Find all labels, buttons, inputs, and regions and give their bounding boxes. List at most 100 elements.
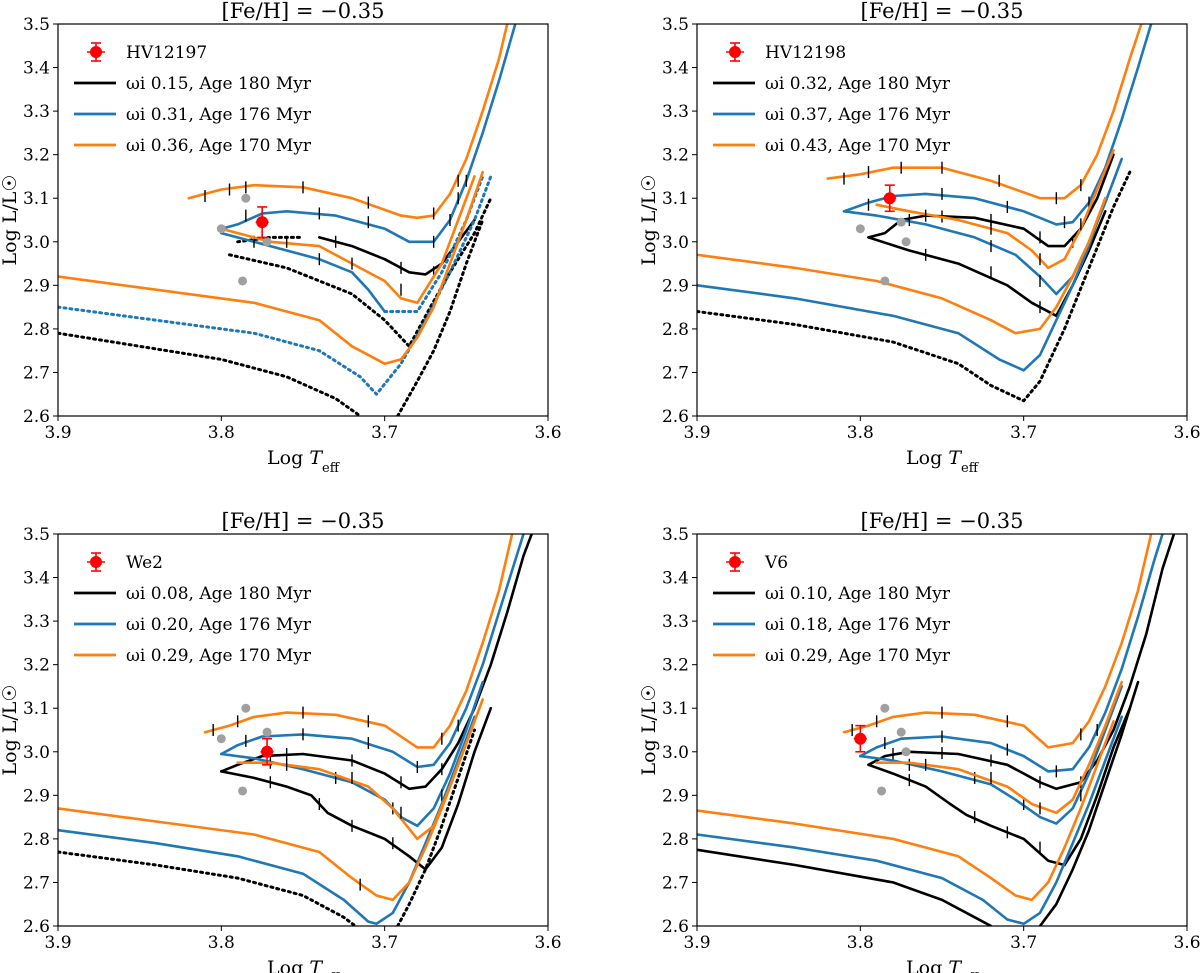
gray-point	[262, 727, 272, 737]
y-tick-label: 3.5	[23, 15, 50, 35]
y-tick-label: 2.9	[23, 276, 50, 296]
series-line-orange-mid	[220, 175, 476, 305]
series-line-orange	[842, 534, 1153, 749]
y-tick-label: 3.2	[662, 146, 689, 166]
series-line-black-dotted-lower	[58, 331, 362, 416]
y-tick-label: 3.2	[23, 146, 50, 166]
legend: HV12198 ωi 0.32, Age 180 Myr ωi 0.37, Age …	[713, 42, 951, 156]
gray-point	[238, 276, 248, 286]
series-line-orange-lower	[58, 170, 484, 365]
series-line-orange	[187, 24, 509, 220]
y-tick-label: 3.2	[662, 656, 689, 676]
x-tick-label: 3.9	[44, 423, 71, 443]
plot-area	[697, 24, 1153, 403]
y-tick-label: 3.0	[662, 743, 689, 763]
panel-1: [Fe/H] = −0.35 3.9 3.8 3.7 3.6 2.6 2.7 2.8 2.9 3.…	[0, 0, 562, 476]
y-tick-label: 2.6	[23, 917, 50, 937]
legend-star-marker	[729, 46, 741, 58]
x-tick-label: 3.9	[683, 933, 710, 953]
gray-point	[896, 727, 906, 737]
legend-label-orange: ωi 0.29, Age 170 Myr	[126, 646, 312, 666]
plot-area	[697, 534, 1176, 926]
x-tick-label: 3.6	[534, 423, 561, 443]
legend-label-black: ωi 0.32, Age 180 Myr	[765, 74, 951, 94]
chart-title: [Fe/H] = −0.35	[222, 509, 385, 533]
x-axis-label: Log Teff	[906, 447, 980, 476]
series-line-orange-mid	[875, 680, 1123, 815]
y-axis-label: Log L/L☉	[638, 175, 660, 266]
legend-star-label: HV12197	[126, 43, 207, 63]
y-axis-label: Log L/L☉	[638, 685, 660, 776]
plot-area	[58, 534, 533, 926]
y-tick-label: 3.1	[662, 189, 689, 209]
gray-point	[901, 237, 911, 247]
series-line-blue	[859, 534, 1164, 773]
y-tick-label: 3.5	[23, 525, 50, 545]
gray-point	[855, 224, 865, 234]
gray-point	[901, 747, 911, 757]
x-tick-label: 3.7	[1010, 933, 1037, 953]
legend: HV12197 ωi 0.15, Age 180 Myr ωi 0.31, Age …	[74, 42, 312, 156]
y-tick-label: 2.8	[23, 830, 50, 850]
legend-label-orange: ωi 0.43, Age 170 Myr	[765, 136, 951, 156]
x-tick-label: 3.8	[847, 933, 874, 953]
x-axis-label: Log Teff	[267, 957, 341, 973]
legend-label-orange: ωi 0.29, Age 170 Myr	[765, 646, 951, 666]
series-line-orange	[203, 534, 514, 749]
legend: We2 ωi 0.08, Age 180 Myr ωi 0.20, Age 176 …	[74, 552, 312, 666]
series-line-black-dotted	[58, 850, 357, 926]
y-tick-label: 2.8	[662, 320, 689, 340]
axes-frame	[57, 23, 549, 417]
star-point	[854, 732, 867, 745]
series-line-black-bottom	[697, 848, 993, 926]
legend-star-label: V6	[764, 553, 788, 573]
y-tick-label: 2.6	[23, 407, 50, 427]
gray-point	[241, 193, 251, 203]
y-tick-label: 2.6	[662, 917, 689, 937]
axes-frame	[696, 23, 1188, 417]
legend-label-blue: ωi 0.18, Age 176 Myr	[765, 615, 951, 635]
series-line-orange-lower	[697, 720, 1115, 902]
x-tick-label: 3.9	[44, 933, 71, 953]
legend: V6 ωi 0.10, Age 180 Myr ωi 0.18, Age 176 M…	[713, 552, 951, 666]
y-tick-label: 2.9	[662, 276, 689, 296]
y-tick-label: 3.3	[23, 612, 50, 632]
x-tick-label: 3.7	[1010, 423, 1037, 443]
legend-label-blue: ωi 0.37, Age 176 Myr	[765, 105, 951, 125]
legend-label-orange: ωi 0.36, Age 170 Myr	[126, 136, 312, 156]
y-axis-label: Log L/L☉	[0, 175, 21, 266]
chart-title: [Fe/H] = −0.35	[861, 509, 1024, 533]
y-tick-label: 3.5	[662, 525, 689, 545]
y-tick-label: 3.3	[23, 102, 50, 122]
series-line-black-dotted-rgb	[396, 728, 476, 926]
chart-title: [Fe/H] = −0.35	[861, 0, 1024, 23]
series-line-black-lower	[867, 706, 1132, 867]
plot-area	[58, 24, 517, 416]
panel-4: [Fe/H] = −0.35 3.9 3.8 3.7 3.6 2.6 2.7 2.8 2.9 3.…	[638, 509, 1200, 973]
y-tick-label: 3.1	[23, 189, 50, 209]
legend-star-marker	[729, 556, 741, 568]
axes-frame	[696, 533, 1188, 927]
y-tick-label: 3.0	[23, 233, 50, 253]
y-tick-label: 2.8	[23, 320, 50, 340]
x-tick-label: 3.9	[683, 423, 710, 443]
y-tick-label: 3.5	[662, 15, 689, 35]
gray-point	[216, 224, 226, 234]
chart-title: [Fe/H] = −0.35	[222, 0, 385, 23]
panel-3: [Fe/H] = −0.35 3.9 3.8 3.7 3.6 2.6 2.7 2.8 2.9 3.…	[0, 509, 562, 973]
series-line-orange-lower	[58, 720, 476, 902]
y-tick-label: 2.7	[662, 873, 689, 893]
series-line-blue-lower	[220, 231, 386, 313]
x-tick-label: 3.6	[1173, 933, 1200, 953]
y-tick-label: 3.1	[23, 699, 50, 719]
legend-label-blue: ωi 0.20, Age 176 Myr	[126, 615, 312, 635]
x-tick-label: 3.6	[1173, 423, 1200, 443]
series-line-blue-lower	[697, 715, 1123, 926]
gray-point	[216, 734, 226, 744]
series-line-orange	[826, 24, 1143, 200]
series-line-black	[220, 534, 533, 791]
x-tick-label: 3.8	[208, 933, 235, 953]
y-tick-label: 3.3	[662, 102, 689, 122]
gray-point	[238, 786, 248, 796]
